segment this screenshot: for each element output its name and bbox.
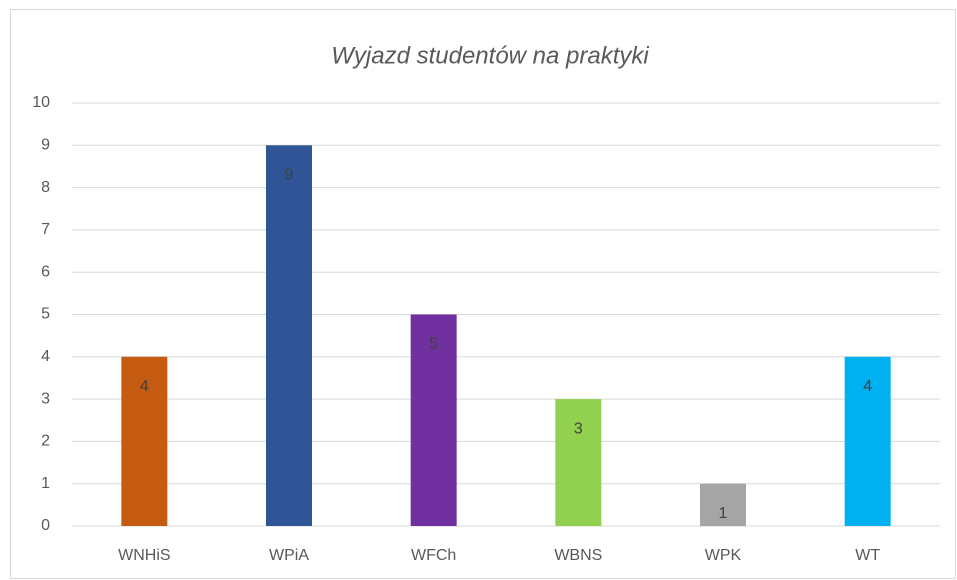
bar xyxy=(844,356,891,526)
y-tick-label: 9 xyxy=(41,137,50,154)
y-tick-label: 1 xyxy=(41,475,50,492)
bar xyxy=(410,314,457,526)
bar xyxy=(266,145,312,527)
data-label: 5 xyxy=(429,336,438,353)
y-tick-label: 0 xyxy=(41,517,50,534)
y-tick-label: 2 xyxy=(41,433,50,450)
y-tick-label: 10 xyxy=(32,94,50,111)
y-tick-label: 6 xyxy=(41,263,50,280)
y-tick-label: 7 xyxy=(41,221,50,238)
data-label: 4 xyxy=(140,378,149,395)
x-tick-label: WT xyxy=(855,547,880,564)
y-tick-label: 8 xyxy=(41,179,50,196)
data-label: 4 xyxy=(863,378,872,395)
bar xyxy=(121,356,168,526)
x-tick-label: WFCh xyxy=(411,547,456,564)
x-tick-label: WPiA xyxy=(269,547,309,564)
bar xyxy=(555,399,602,526)
y-tick-label: 4 xyxy=(41,348,50,365)
x-tick-label: WNHiS xyxy=(118,547,170,564)
x-tick-label: WPK xyxy=(705,547,742,564)
y-tick-label: 5 xyxy=(41,306,50,323)
y-tick-label: 3 xyxy=(41,390,50,407)
bar xyxy=(700,483,746,526)
data-label: 1 xyxy=(719,505,728,522)
x-tick-label: WBNS xyxy=(554,547,602,564)
data-label: 9 xyxy=(285,167,294,184)
chart-title: Wyjazd studentów na praktyki xyxy=(331,42,649,69)
data-label: 3 xyxy=(574,420,583,437)
